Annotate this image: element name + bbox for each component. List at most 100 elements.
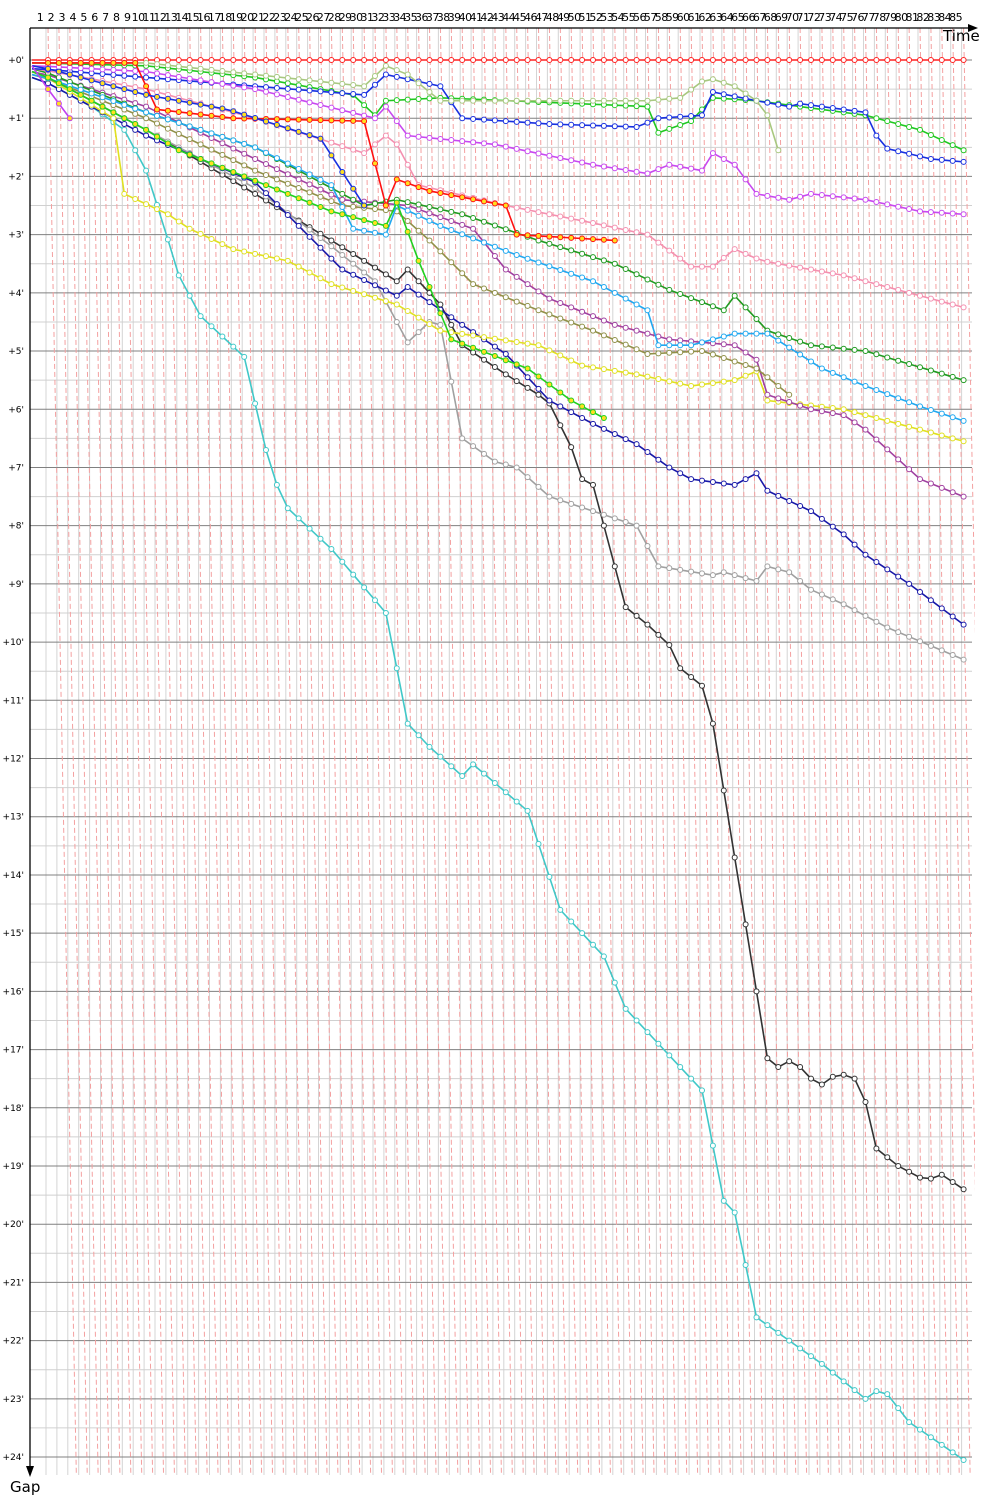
data-point (840, 106, 847, 113)
x-tick-label: 50 (568, 11, 581, 24)
data-point (546, 57, 553, 63)
data-point (895, 357, 902, 364)
x-tick-label: 48 (546, 11, 559, 24)
x-tick-label: 34 (393, 11, 406, 24)
data-point (252, 144, 259, 151)
data-point (513, 338, 520, 345)
x-tick-label: 19 (230, 11, 243, 24)
data-point (273, 186, 280, 193)
data-point (88, 97, 95, 104)
lapped-line (483, 28, 513, 1475)
series-11 (31, 67, 967, 311)
data-point (764, 258, 771, 265)
series-4 (31, 70, 967, 663)
data-point (666, 125, 673, 132)
data-point (470, 139, 477, 146)
lapped-line (385, 28, 415, 1475)
data-point (459, 435, 466, 442)
data-point (273, 155, 280, 162)
data-point (797, 57, 804, 63)
data-point (622, 102, 629, 109)
x-tick-label: 57 (644, 11, 657, 24)
x-tick-label: 79 (884, 11, 897, 24)
data-point (906, 150, 913, 157)
x-tick-label: 46 (524, 11, 537, 24)
lapped-line (865, 28, 895, 1475)
data-point (709, 89, 716, 96)
lapped-line (167, 28, 197, 1475)
data-point (524, 474, 531, 481)
data-point (415, 57, 422, 63)
data-point (829, 369, 836, 376)
x-tick-label: 3 (59, 11, 66, 24)
data-point (121, 86, 128, 93)
data-point (143, 83, 150, 90)
lapped-line (516, 28, 546, 1475)
data-point (437, 214, 444, 221)
data-point (568, 357, 575, 364)
series-line (31, 65, 71, 119)
data-point (393, 278, 400, 285)
lapped-line (745, 28, 775, 1475)
data-point (284, 85, 291, 92)
data-point (644, 621, 651, 628)
data-point (132, 195, 139, 202)
data-point (557, 389, 564, 396)
data-point (328, 139, 335, 146)
data-point (960, 1456, 967, 1463)
data-point (906, 360, 913, 367)
data-point (611, 97, 618, 104)
data-point (393, 292, 400, 299)
data-point (524, 384, 531, 391)
data-point (317, 57, 324, 63)
data-point (731, 330, 738, 337)
data-point (633, 612, 640, 619)
data-point (121, 115, 128, 122)
data-point (45, 59, 51, 66)
lapped-line (919, 28, 949, 1475)
data-point (884, 201, 891, 208)
x-tick-label: 36 (415, 11, 428, 24)
data-point (273, 91, 280, 98)
data-point (502, 337, 509, 344)
data-point (404, 180, 411, 187)
data-point (55, 68, 62, 75)
data-point (437, 57, 444, 63)
series-line (31, 73, 790, 396)
data-point (339, 117, 346, 124)
data-point (829, 405, 836, 412)
y-tick-label: +6' (8, 405, 24, 415)
series-17 (31, 70, 607, 421)
lapped-line (47, 28, 77, 1475)
data-point (655, 350, 662, 357)
data-point (230, 57, 237, 63)
data-point (873, 414, 880, 421)
x-tick-label: 5 (80, 11, 87, 24)
data-point (895, 395, 902, 402)
data-point (295, 128, 302, 135)
data-point (295, 165, 302, 172)
data-point (241, 70, 248, 77)
data-point (230, 169, 237, 176)
data-point (219, 333, 226, 340)
data-point (524, 119, 531, 126)
data-point (611, 289, 618, 296)
data-point (829, 596, 836, 603)
data-point (764, 391, 771, 398)
lapped-line (276, 28, 306, 1475)
data-point (546, 152, 553, 159)
y-tick-label: +1' (8, 114, 24, 124)
data-point (960, 438, 967, 445)
x-tick-label: 40 (459, 11, 472, 24)
data-point (568, 247, 575, 254)
data-point (808, 266, 814, 273)
data-point (404, 57, 411, 63)
data-point (535, 342, 542, 349)
data-point (481, 285, 487, 292)
data-point (666, 342, 673, 349)
data-point (524, 255, 531, 262)
data-point (306, 233, 313, 240)
data-point (579, 122, 586, 129)
data-point (437, 301, 444, 308)
data-point (622, 604, 629, 611)
